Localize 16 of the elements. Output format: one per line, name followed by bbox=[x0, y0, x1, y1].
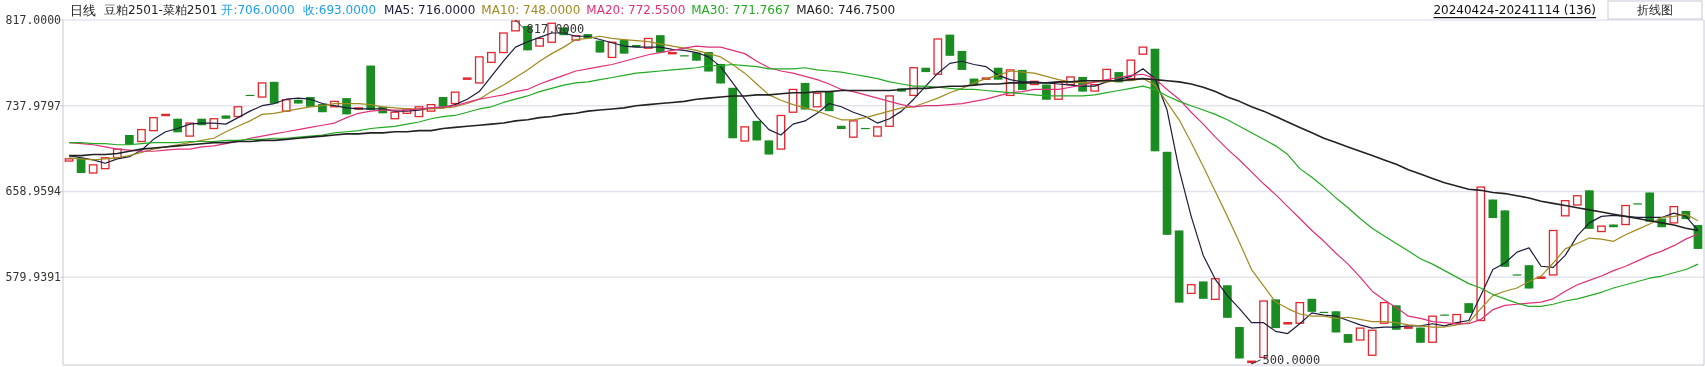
y-tick-label: 817.0000 bbox=[5, 13, 62, 27]
text: MA60: 746.7500 bbox=[796, 3, 896, 17]
y-tick-label: 737.9797 bbox=[5, 98, 62, 113]
text: 20240424-20241114 (136) bbox=[1433, 3, 1596, 17]
text: MA5: 716.0000 bbox=[384, 3, 476, 17]
text: 开:706.0000 bbox=[221, 3, 295, 17]
annotation: 500.0000 bbox=[1262, 352, 1321, 367]
text: MA20: 772.5500 bbox=[586, 3, 686, 17]
y-tick-label: 658.9594 bbox=[5, 184, 62, 199]
text: 折线图 bbox=[1637, 3, 1673, 17]
series-label: MA10: 748.0000 bbox=[481, 3, 581, 17]
chart-subtitle: 豆粕2501-菜粕2501 bbox=[104, 3, 218, 17]
text: MA30: 771.7667 bbox=[691, 3, 791, 17]
chart-title: 日线 bbox=[70, 2, 96, 18]
text: 收:693.0000 bbox=[302, 3, 377, 17]
y-tick-label: 579.9391 bbox=[5, 270, 62, 285]
